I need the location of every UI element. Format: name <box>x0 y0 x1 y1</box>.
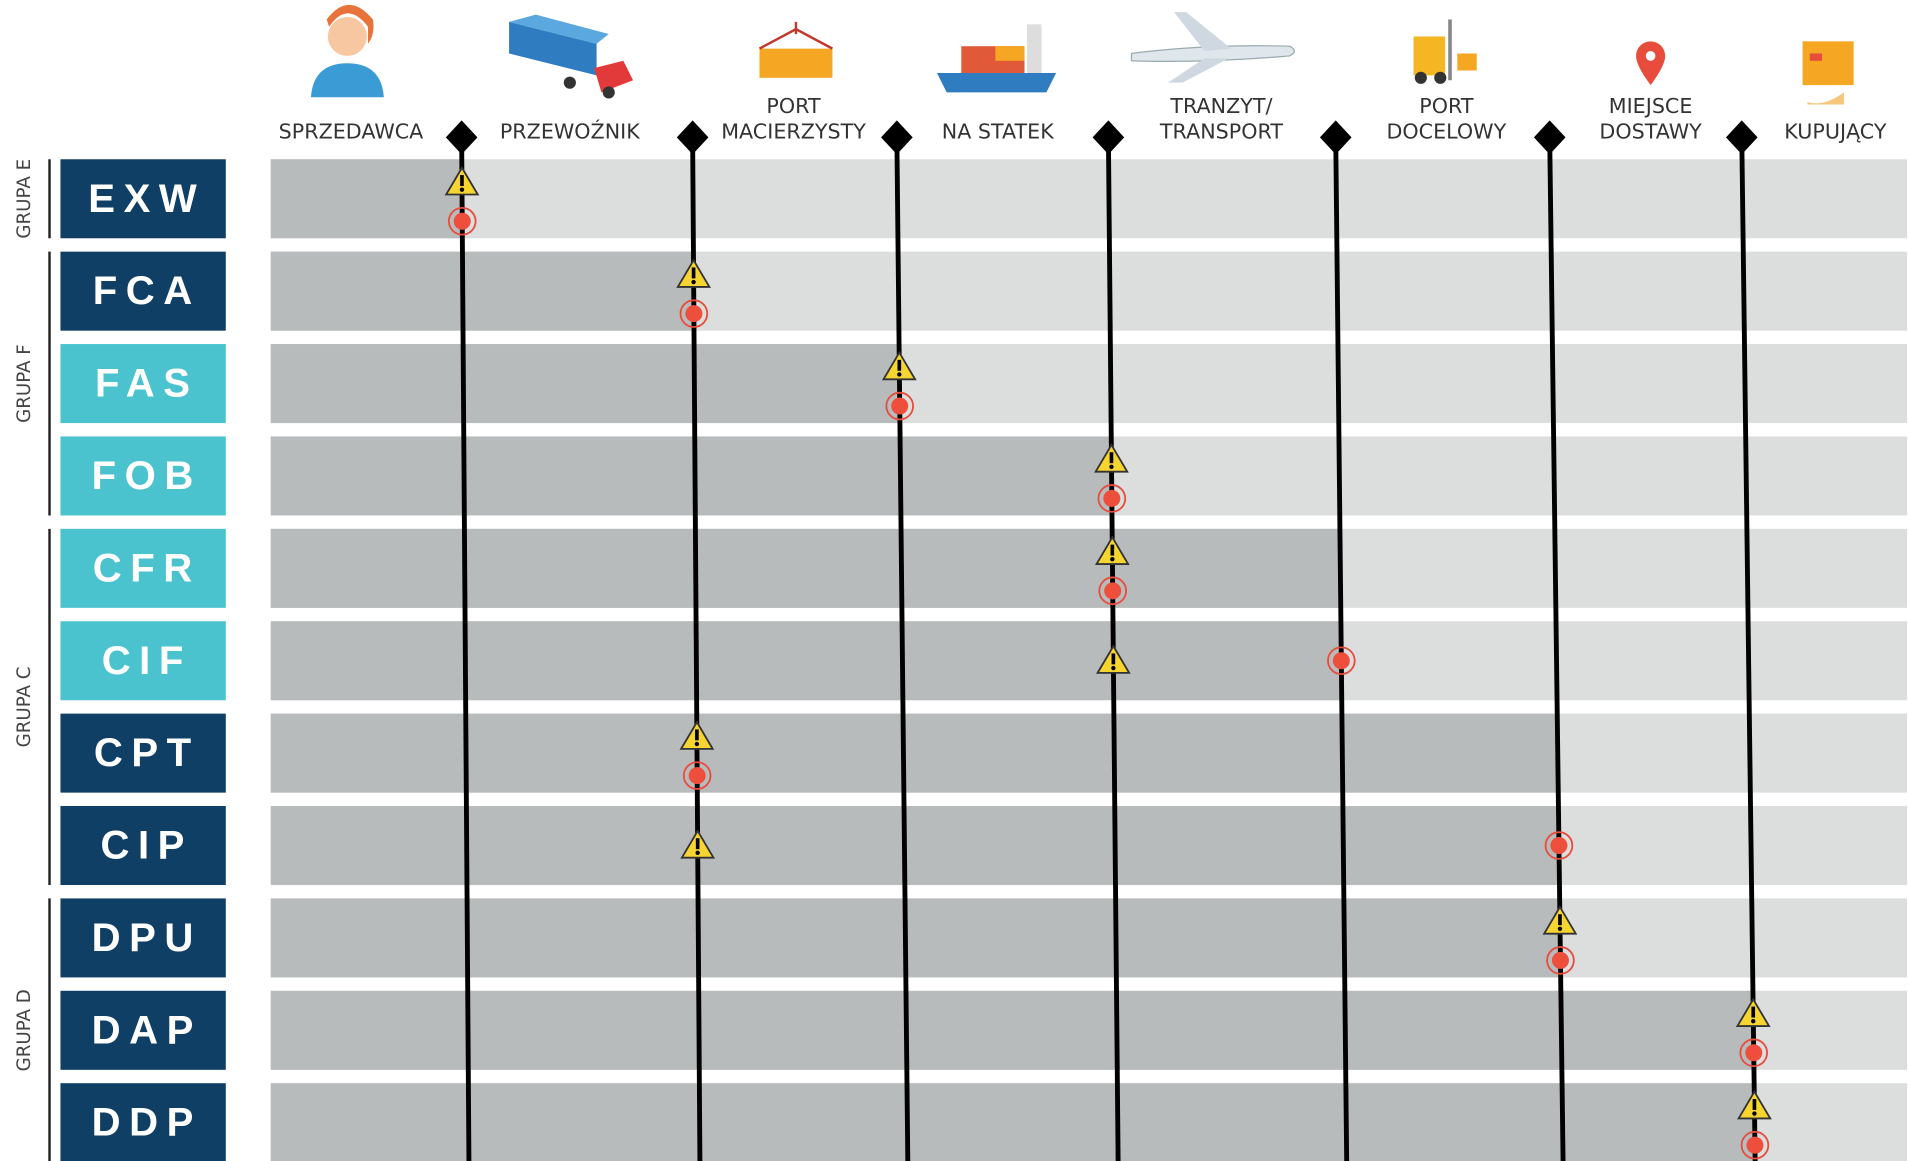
row-bar-dark <box>271 621 1342 700</box>
cost-marker <box>891 398 908 415</box>
row-bar-light <box>271 159 1907 238</box>
risk-marker-dot <box>1752 1111 1756 1115</box>
risk-marker-mark <box>695 729 699 740</box>
code-label: CIF <box>102 639 192 683</box>
risk-marker-mark <box>1111 545 1115 556</box>
column-label: SPRZEDAWCA <box>279 120 424 144</box>
risk-marker-dot <box>1558 927 1562 931</box>
transfer-diamond <box>1093 120 1125 154</box>
risk-marker-dot <box>691 280 695 284</box>
group-label: GRUPA C <box>14 666 35 747</box>
cost-marker <box>1745 1044 1762 1061</box>
transfer-diamond <box>1726 120 1758 154</box>
column-label: MIEJSCE <box>1609 94 1693 118</box>
risk-marker-dot <box>1751 1019 1755 1023</box>
risk-marker-mark <box>696 838 700 849</box>
transfer-diamond <box>881 120 913 154</box>
cost-marker <box>1746 1137 1763 1154</box>
code-label: CPT <box>94 731 200 775</box>
column-label: PORT <box>1419 94 1474 118</box>
risk-marker-mark <box>1751 1007 1755 1018</box>
column-label: KUPUJĄCY <box>1784 120 1887 144</box>
group-label: GRUPA F <box>14 344 35 423</box>
transfer-diamond <box>677 120 709 154</box>
group-label: GRUPA D <box>14 989 35 1071</box>
risk-marker-mark <box>1753 1099 1757 1110</box>
icons <box>311 5 1854 105</box>
cost-marker <box>1550 837 1567 854</box>
code-label: CIP <box>101 824 193 868</box>
cost-marker <box>685 305 702 322</box>
transfer-diamond <box>1320 120 1352 154</box>
row-bar-dark <box>271 806 1559 885</box>
code-label: DDP <box>92 1101 202 1145</box>
row-bar-dark <box>271 529 1341 608</box>
column-label: MACIERZYSTY <box>721 120 866 144</box>
cost-marker <box>1552 952 1569 969</box>
incoterms-diagram: SPRZEDAWCAPRZEWOŹNIKPORTMACIERZYSTYNA ST… <box>0 0 1908 1161</box>
transfer-diamond <box>1534 120 1566 154</box>
row-bar-dark <box>271 344 900 423</box>
row-bar-dark <box>271 991 1754 1070</box>
code-label: FOB <box>92 454 202 498</box>
risk-marker-dot <box>695 851 699 855</box>
column-label: DOSTAWY <box>1599 120 1702 144</box>
row-bar-dark <box>271 1083 1755 1161</box>
column-label: TRANSPORT <box>1159 120 1283 144</box>
column-label: TRANZYT/ <box>1169 94 1272 118</box>
risk-marker-dot <box>1110 557 1114 561</box>
code-label: DAP <box>92 1008 202 1052</box>
risk-marker-mark <box>1558 914 1562 925</box>
cost-marker <box>689 767 706 784</box>
risk-marker-dot <box>1109 465 1113 469</box>
column-label: PORT <box>766 94 821 118</box>
risk-marker-mark <box>1110 452 1114 463</box>
cost-marker <box>1104 582 1121 599</box>
column-label: DOCELOWY <box>1387 120 1507 144</box>
code-label: FCA <box>93 269 201 313</box>
code-label: DPU <box>92 916 202 960</box>
code-label: EXW <box>88 177 205 221</box>
cost-marker <box>454 213 471 230</box>
row-bar-dark <box>271 898 1560 977</box>
code-label: FAS <box>95 362 199 406</box>
risk-marker-mark <box>460 175 464 186</box>
page: {"header":{"columns":[ {"lines":["SPRZED… <box>0 0 1908 1161</box>
cost-marker <box>1103 490 1120 507</box>
risk-marker-dot <box>460 187 464 191</box>
risk-marker-dot <box>695 742 699 746</box>
risk-marker-mark <box>897 360 901 371</box>
group-label: GRUPA E <box>14 159 35 239</box>
row-bar-dark <box>271 436 1112 515</box>
row-bar-dark <box>271 159 462 238</box>
transfer-diamond <box>446 120 478 154</box>
risk-marker-mark <box>692 267 696 278</box>
risk-marker-dot <box>897 372 901 376</box>
column-label: PRZEWOŹNIK <box>500 119 640 144</box>
risk-marker-dot <box>1111 666 1115 670</box>
code-label: CFR <box>93 546 201 590</box>
row-bar-dark <box>271 252 694 331</box>
column-label: NA STATEK <box>942 120 1054 144</box>
cost-marker <box>1333 652 1350 669</box>
risk-marker-mark <box>1112 653 1116 664</box>
